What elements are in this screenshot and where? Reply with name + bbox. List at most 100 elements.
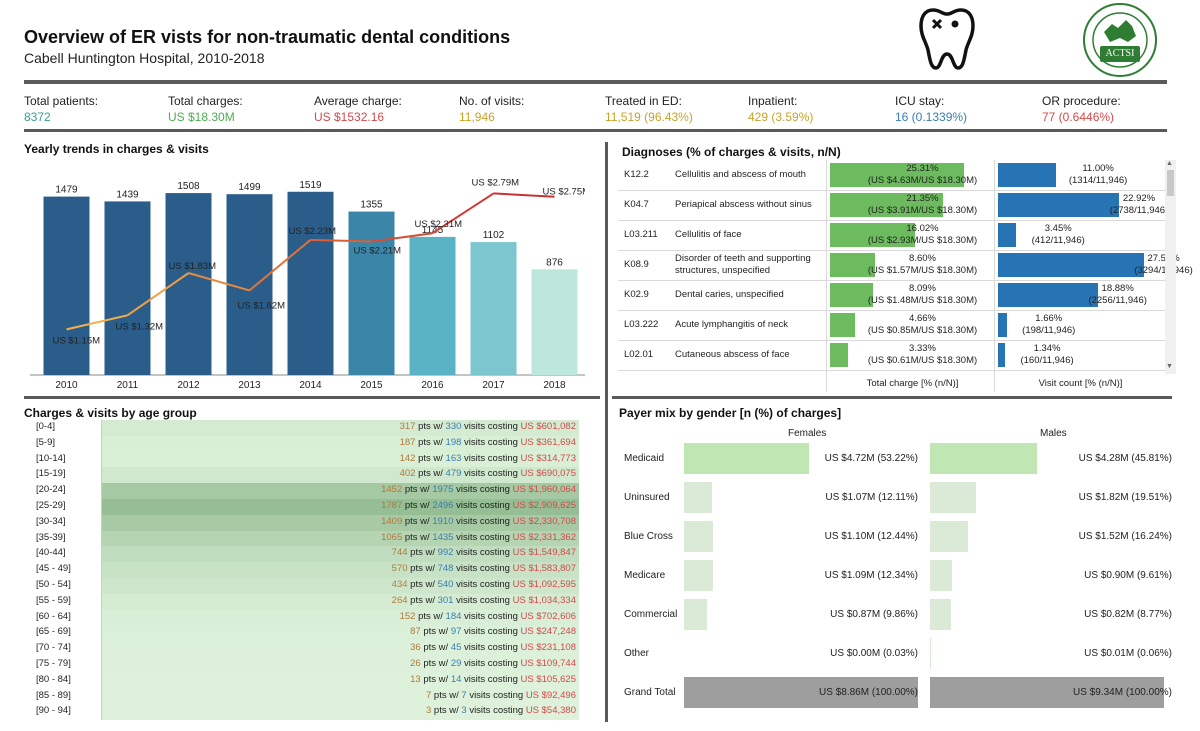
charge-pct: 21.35% bbox=[906, 193, 939, 204]
cost-value: US $92,496 bbox=[525, 689, 576, 701]
scroll-thumb[interactable] bbox=[1167, 170, 1174, 196]
visit-count: 7 bbox=[461, 689, 467, 701]
age-row: [35-39] 1065 pts w/ 1435 visits costing U… bbox=[24, 530, 579, 547]
patient-count: 434 bbox=[391, 579, 408, 590]
kpi-6: ICU stay: 16 (0.1339%) bbox=[895, 94, 967, 124]
age-row: [0-4] 317 pts w/ 330 visits costing US $6… bbox=[24, 420, 579, 436]
year-tick-label: 2017 bbox=[482, 380, 505, 391]
diagnosis-row[interactable]: L02.01 Cutaneous abscess of face 3.33% (US … bbox=[618, 340, 1173, 371]
kpi-label: No. of visits: bbox=[459, 94, 525, 108]
year-tick-label: 2010 bbox=[55, 380, 78, 391]
pts-suffix: pts w/ bbox=[423, 642, 449, 654]
age-intensity-cell: 13 pts w/ 14 visits costing US $105,625 bbox=[102, 672, 579, 689]
charge-label: US $1.83M bbox=[169, 261, 217, 272]
cost-value: US $2,331,362 bbox=[512, 531, 576, 543]
cost-value: US $361,694 bbox=[520, 436, 576, 448]
pts-suffix: pts w/ bbox=[418, 468, 443, 480]
payer-label: Blue Cross bbox=[624, 531, 673, 542]
pts-suffix: pts w/ bbox=[404, 531, 430, 543]
charge-bar-label: 8.09% (US $1.48M/US $18.30M) bbox=[840, 283, 1005, 307]
diagnosis-code: K04.7 bbox=[624, 199, 649, 210]
diagnosis-row[interactable]: L03.222 Acute lymphangitis of neck 4.66% (U… bbox=[618, 310, 1173, 341]
charge-label: US $1.62M bbox=[238, 300, 286, 311]
visit-bar bbox=[104, 201, 151, 375]
diagnosis-row[interactable]: K08.9 Disorder of teeth and supporting st… bbox=[618, 250, 1193, 281]
charge-pct: 25.31% bbox=[906, 163, 939, 174]
male-payer-bar bbox=[930, 560, 953, 591]
kpi-value: 8372 bbox=[24, 110, 51, 124]
diagnosis-code: K02.9 bbox=[624, 289, 649, 300]
pts-suffix: pts w/ bbox=[418, 436, 443, 448]
visit-count: 198 bbox=[445, 436, 462, 448]
cost-value: US $2,330,708 bbox=[512, 515, 576, 527]
age-summary: 142 pts w/ 163 visits costing US $314,77… bbox=[400, 453, 576, 464]
visits-suffix: visits costing bbox=[464, 658, 518, 669]
charge-pct: 8.60% bbox=[909, 253, 936, 264]
age-label: [50 - 54] bbox=[36, 579, 71, 590]
age-intensity-cell: 434 pts w/ 540 visits costing US $1,092,… bbox=[102, 578, 579, 594]
male-payer-bar bbox=[930, 677, 1164, 708]
year-tick-label: 2014 bbox=[299, 380, 322, 391]
diagnosis-row[interactable]: K12.2 Cellulitis and abscess of mouth 25.3… bbox=[618, 160, 1173, 191]
kpi-7: OR procedure: 77 (0.6446%) bbox=[1042, 94, 1121, 124]
visits-suffix: visits costing bbox=[456, 500, 510, 511]
charge-label: US $1.15M bbox=[53, 335, 101, 346]
age-summary: 264 pts w/ 301 visits costing US $1,034,… bbox=[392, 595, 576, 606]
diagnoses-scrollbar[interactable]: ▲ ▼ bbox=[1165, 160, 1176, 374]
charge-ratio: (US $0.85M/US $18.30M) bbox=[867, 325, 978, 336]
visit-count: 14 bbox=[450, 673, 462, 685]
age-row: [15-19] 402 pts w/ 479 visits costing US … bbox=[24, 467, 579, 484]
diagnosis-code: L03.211 bbox=[624, 229, 658, 240]
age-label: [40-44] bbox=[36, 547, 66, 559]
female-payer-bar bbox=[684, 560, 713, 591]
visit-ratio: (1314/11,946) bbox=[1068, 175, 1128, 186]
visit-count: 301 bbox=[437, 594, 454, 606]
visits-suffix: visits costing bbox=[456, 515, 510, 527]
visit-label: 1519 bbox=[299, 180, 322, 191]
scroll-down-arrow[interactable]: ▼ bbox=[1166, 363, 1173, 370]
visit-label: 1145 bbox=[422, 225, 444, 236]
age-row: [5-9] 187 pts w/ 198 visits costing US $3… bbox=[24, 435, 579, 452]
age-summary: 1452 pts w/ 1975 visits costing US $1,96… bbox=[381, 484, 576, 495]
scroll-up-arrow[interactable]: ▲ bbox=[1166, 160, 1173, 167]
diagnosis-row[interactable]: L03.211 Cellulitis of face 16.02% (US $2.93… bbox=[618, 220, 1173, 251]
visit-bar bbox=[226, 194, 273, 375]
patient-count: 317 bbox=[399, 421, 416, 432]
visit-pct: 18.88% bbox=[1101, 283, 1134, 294]
charge-bar bbox=[830, 313, 855, 337]
age-summary: 36 pts w/ 45 visits costing US $231,108 bbox=[410, 642, 576, 653]
cost-value: US $231,108 bbox=[520, 642, 576, 654]
charge-label: US $2.31M bbox=[415, 219, 463, 230]
cost-value: US $690,075 bbox=[520, 468, 576, 480]
age-row: [55 - 59] 264 pts w/ 301 visits costing U… bbox=[24, 593, 579, 610]
age-summary: 1787 pts w/ 2496 visits costing US $2,90… bbox=[381, 500, 576, 511]
female-payer-value: US $8.86M (100.00%) bbox=[819, 687, 918, 698]
kpi-2: Average charge: US $1532.16 bbox=[314, 94, 402, 124]
age-label: [90 - 94] bbox=[36, 705, 71, 717]
male-payer-value: US $1.52M (16.24%) bbox=[1078, 531, 1172, 542]
kpi-0: Total patients: 8372 bbox=[24, 94, 98, 124]
patient-count: 142 bbox=[399, 452, 416, 464]
charge-ratio: (US $1.48M/US $18.30M) bbox=[867, 295, 978, 306]
payer-label: Other bbox=[624, 648, 650, 659]
age-row: [90 - 94] 3 pts w/ 3 visits costing US $5… bbox=[24, 704, 579, 721]
year-tick-label: 2013 bbox=[238, 380, 261, 391]
charge-bar-label: 25.31% (US $4.63M/US $18.30M) bbox=[840, 163, 1005, 187]
diagnosis-row[interactable]: K02.9 Dental caries, unspecified 8.09% (US … bbox=[618, 280, 1173, 311]
visit-pct: 3.45% bbox=[1044, 223, 1072, 234]
visit-bar bbox=[531, 269, 578, 375]
charge-pct: 3.33% bbox=[909, 343, 936, 354]
age-label: [35-39] bbox=[36, 531, 66, 543]
age-label: [45 - 49] bbox=[36, 563, 71, 575]
patient-count: 744 bbox=[391, 547, 408, 559]
pts-suffix: pts w/ bbox=[418, 421, 443, 432]
female-payer-value: US $1.07M (12.11%) bbox=[825, 492, 918, 503]
age-intensity-cell: 3 pts w/ 3 visits costing US $54,380 bbox=[102, 704, 579, 721]
kpi-label: Average charge: bbox=[314, 94, 402, 108]
visits-suffix: visits costing bbox=[464, 436, 518, 448]
charge-ratio: (US $2.93M/US $18.30M) bbox=[867, 235, 978, 246]
age-label: [5-9] bbox=[36, 436, 56, 448]
visit-bar bbox=[43, 196, 90, 375]
diagnosis-row[interactable]: K04.7 Periapical abscess without sinus 21.… bbox=[618, 190, 1173, 221]
visit-count: 163 bbox=[445, 452, 462, 464]
